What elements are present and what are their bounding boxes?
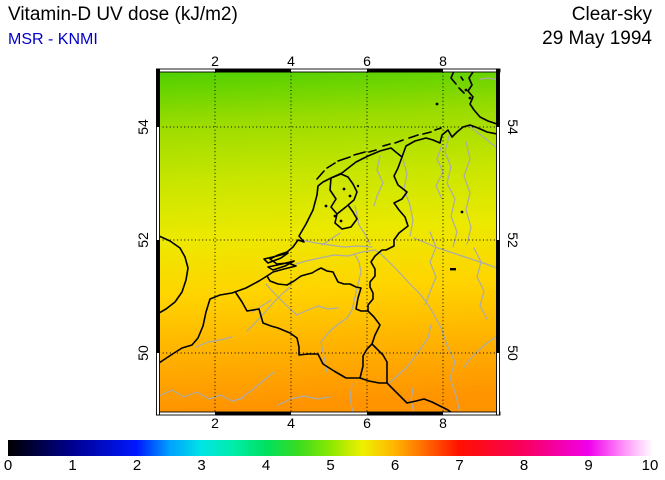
city-marks [324,88,472,271]
left-tick-54: 54 [135,119,151,135]
luxembourg-border [359,343,388,384]
colorbar-label-6: 6 [390,457,400,474]
colorbar-label-7: 7 [455,457,464,474]
france-belgium-border [235,292,361,379]
bottom-tick-4: 4 [287,415,295,431]
belgium-germany-border [367,310,381,345]
right-tick-50: 50 [505,345,521,361]
uv-dose-field [159,72,497,412]
left-tick-52: 52 [135,232,151,248]
axis-labels: 2 4 6 8 2 4 6 8 54 52 50 54 52 50 [135,53,521,431]
colorbar-label-1: 1 [68,457,77,474]
graticule [159,72,497,412]
ijsselmeer-lake [329,173,358,230]
right-tick-54: 54 [505,119,521,135]
map-date: 29 May 1994 [542,28,652,49]
coastlines-and-borders [159,72,497,412]
colorbar [8,440,653,456]
sky-condition: Clear-sky [571,4,652,25]
bottom-tick-2: 2 [211,415,219,431]
colorbar-label-5: 5 [326,457,335,474]
colorbar-label-8: 8 [519,457,529,474]
colorbar-label-10: 10 [641,457,659,474]
geography-layer [159,72,497,412]
page-title: Vitamin-D UV dose (kJ/m2) [8,4,238,25]
schleswig-coastline [467,72,497,125]
continental-coastline [159,124,497,364]
map-frame [156,68,501,416]
belgium-netherlands-border [266,267,369,312]
top-tick-6: 6 [363,53,371,69]
zeeland-delta-islands [263,252,295,271]
top-tick-4: 4 [287,53,295,69]
right-tick-52: 52 [505,232,521,248]
bottom-tick-8: 8 [439,415,447,431]
netherlands-germany-border [367,156,409,312]
top-tick-2: 2 [211,53,219,69]
england-coastline [159,235,189,314]
left-tick-50: 50 [135,345,151,361]
france-germany-border [386,382,452,412]
colorbar-label-3: 3 [197,457,206,474]
bottom-tick-6: 6 [363,415,371,431]
colorbar-label-2: 2 [132,457,142,474]
map-subtitle: MSR - KNMI [8,31,98,48]
colorbar-label-4: 4 [261,457,271,474]
colorbar-label-0: 0 [3,457,13,474]
colorbar-label-9: 9 [584,457,593,474]
wadden-islands [316,72,465,180]
rivers-and-minor-borders [159,77,497,412]
top-tick-8: 8 [439,53,447,69]
